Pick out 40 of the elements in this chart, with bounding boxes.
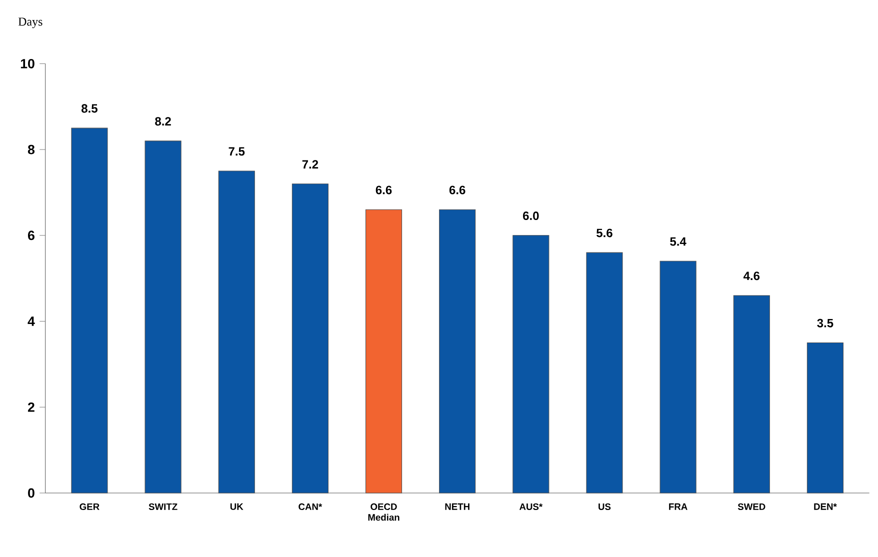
bar: [218, 170, 255, 494]
y-tick-label: 10: [20, 58, 34, 68]
data-label: 6.6: [449, 186, 466, 194]
y-tick-label: 2: [28, 402, 34, 412]
bar: [71, 128, 108, 494]
data-label: 5.6: [596, 228, 612, 238]
bar: [439, 209, 476, 494]
bar: [733, 295, 770, 494]
x-tick-label: FRA: [669, 503, 688, 510]
data-label: 4.6: [743, 272, 760, 280]
y-tick-label: 8: [28, 144, 35, 154]
bar: [806, 342, 844, 494]
x-tick-label: SWITZ: [148, 503, 178, 510]
data-label: 6.6: [376, 186, 392, 194]
x-tick-label: SWED: [738, 503, 766, 510]
data-label: 5.4: [670, 237, 686, 246]
data-label: 7.2: [302, 160, 318, 168]
data-label: 8.2: [155, 117, 171, 126]
x-tick-label: DEN*: [814, 503, 837, 510]
data-label: 8.5: [82, 104, 98, 113]
data-label: 6.0: [523, 212, 539, 220]
y-tick-label: 0: [28, 488, 34, 498]
x-tick-label: US: [598, 503, 611, 510]
x-tick-label: UK: [230, 503, 244, 510]
y-tick-label: 6: [28, 230, 34, 240]
x-tick-label: AUS*: [519, 503, 543, 510]
x-tick-label: OECD Median: [368, 503, 400, 521]
x-tick-label: CAN*: [298, 503, 322, 510]
bar: [512, 235, 550, 494]
data-label: 7.5: [228, 147, 245, 156]
y-axis-title: Days: [18, 18, 42, 28]
data-label: 3.5: [817, 318, 834, 328]
bar: [292, 184, 328, 494]
bar: [144, 140, 182, 494]
bar: [660, 260, 696, 494]
y-tick-label: 4: [28, 316, 35, 326]
x-tick-label: NETH: [445, 503, 470, 510]
bar: [366, 209, 402, 494]
bar: [586, 252, 623, 494]
x-tick-label: GER: [80, 503, 100, 510]
